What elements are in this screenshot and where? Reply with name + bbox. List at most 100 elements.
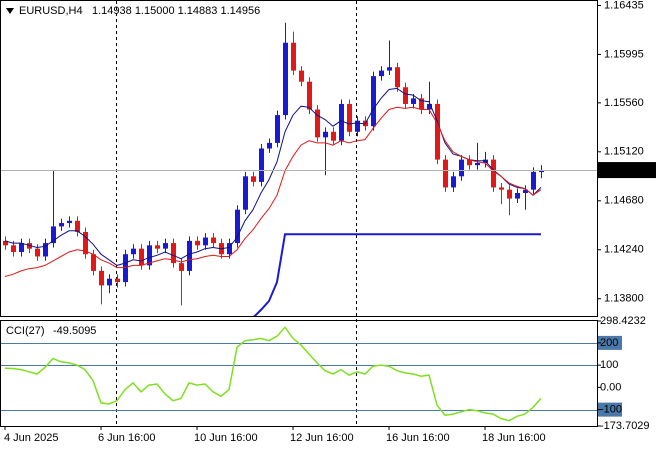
candle-body: [299, 70, 304, 82]
candle-body: [211, 237, 216, 244]
candle-body: [283, 42, 288, 116]
candle-body: [59, 223, 64, 227]
cci-panel-frame: [0, 320, 598, 427]
candle-body: [123, 254, 128, 283]
symbol: EURUSD,H4: [19, 5, 83, 17]
candle-body: [307, 81, 312, 110]
x-tick-label: 6 Jun 16:00: [98, 432, 156, 444]
candle-body: [195, 240, 200, 246]
candle-body: [467, 159, 472, 166]
candle-body: [523, 189, 528, 194]
candle-body: [507, 189, 512, 199]
cci-plot: [1, 326, 597, 422]
candle-body: [323, 131, 328, 138]
cci-title: CCI(27): [6, 325, 45, 337]
y-tick-label: 1.16435: [604, 0, 644, 11]
candle-body: [515, 193, 520, 199]
x-tick-label: 18 Jun 16:00: [482, 432, 546, 444]
candle-body: [227, 243, 232, 255]
y-tick-label: 1.15560: [604, 97, 644, 109]
cci-line: [4, 326, 542, 422]
y-tick-label: -173.7029: [600, 420, 650, 432]
candle-body: [531, 171, 536, 190]
candle-body: [451, 176, 456, 188]
current-price-label: 1.14956: [603, 164, 643, 176]
candle-body: [243, 176, 248, 210]
indicator-line: [4, 106, 542, 277]
candle-body: [435, 103, 440, 160]
candle-body: [379, 70, 384, 77]
candle-body: [131, 248, 136, 255]
candle-body: [91, 254, 96, 271]
candle-body: [387, 67, 392, 71]
candle-body: [235, 209, 240, 244]
candle-body: [147, 245, 152, 266]
x-tick-label: 4 Jun 2025: [4, 432, 58, 444]
candle-body: [163, 243, 168, 249]
candle-body: [179, 263, 184, 271]
y-tick-label: 298.4232: [600, 315, 646, 327]
candle-body: [35, 248, 40, 257]
y-tick-label: 1.14240: [604, 244, 644, 256]
candle-body: [51, 226, 56, 244]
candle-body: [443, 159, 448, 188]
y-tick-label: 100: [600, 359, 618, 371]
candle-body: [107, 278, 112, 286]
candle-body: [75, 220, 80, 232]
quote: 1.14938 1.15000 1.14883 1.14956: [92, 5, 260, 17]
candle-body: [331, 131, 336, 141]
candle-body: [427, 103, 432, 110]
candle-body: [475, 162, 480, 166]
y-tick-label: 1.13800: [604, 293, 644, 305]
candle-body: [187, 240, 192, 271]
candle-body: [83, 231, 88, 255]
y-tick-label: 1.15995: [604, 48, 644, 60]
current-price-box: [598, 162, 656, 179]
candle-body: [139, 248, 144, 266]
level-label-box: [598, 335, 622, 350]
candle-body: [99, 270, 104, 286]
candle-body: [43, 243, 48, 257]
y-tick-label: 0.00: [600, 381, 621, 393]
candle-body: [267, 142, 272, 149]
candle-body: [491, 159, 496, 188]
candle-body: [395, 67, 400, 88]
y-tick-label: 200: [600, 337, 618, 349]
cci-value: -49.5095: [53, 325, 96, 337]
candle-body: [411, 98, 416, 104]
candle-body: [67, 220, 72, 224]
candle-body: [171, 243, 176, 264]
indicator-line: [253, 233, 541, 316]
candle-body: [11, 245, 16, 252]
candle-body: [251, 176, 256, 182]
candle-body: [315, 109, 320, 138]
level-label-box: [598, 402, 622, 417]
y-tick-label: 1.14680: [604, 195, 644, 207]
x-tick-label: 10 Jun 16:00: [194, 432, 258, 444]
candle-body: [259, 148, 264, 182]
candle-body: [371, 76, 376, 127]
price-plot: [3, 22, 544, 316]
candle-body: [3, 240, 8, 246]
candle-body: [291, 42, 296, 71]
candle-body: [419, 98, 424, 110]
menu-arrow[interactable]: [6, 8, 14, 14]
candle-body: [19, 243, 24, 252]
y-tick-label: 1.15120: [604, 146, 644, 158]
candle-body: [499, 187, 504, 190]
price-panel-frame: [0, 0, 598, 317]
candle-body: [403, 87, 408, 104]
candle-body: [115, 278, 120, 283]
y-tick-label: -100: [600, 404, 622, 416]
x-tick-label: 12 Jun 16:00: [290, 432, 354, 444]
candle-body: [347, 103, 352, 132]
candle-body: [155, 245, 160, 249]
candle-body: [203, 237, 208, 246]
candle-body: [355, 120, 360, 132]
candle-body: [539, 170, 544, 173]
x-tick-label: 16 Jun 16:00: [386, 432, 450, 444]
candle-body: [275, 115, 280, 143]
candle-body: [339, 103, 344, 141]
candle-body: [459, 159, 464, 177]
